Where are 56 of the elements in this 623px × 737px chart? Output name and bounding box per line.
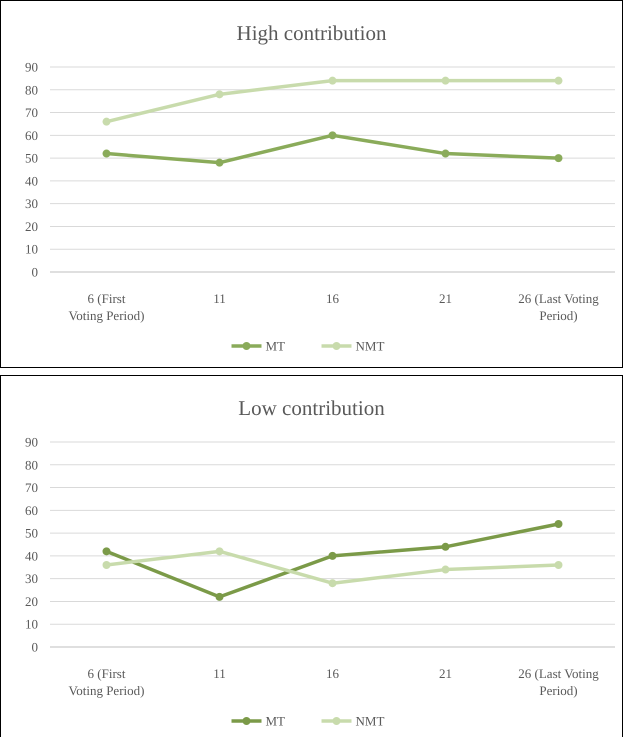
x-tick-label: 6 (First Voting Period) [68, 291, 144, 323]
x-tick-label: 16 [326, 666, 340, 681]
point [328, 131, 336, 140]
point [328, 552, 336, 560]
point [442, 76, 450, 85]
x-tick-label: 26 (Last Voting Period) [518, 666, 600, 698]
legend-label: MT [266, 338, 286, 354]
point [328, 579, 336, 588]
y-tick-label: 40 [25, 548, 38, 564]
x-tick-label: 6 (First Voting Period) [68, 666, 144, 698]
y-tick-label: 70 [25, 105, 38, 120]
y-tick-label: 60 [25, 502, 38, 518]
x-tick-label: 21 [439, 291, 452, 306]
x-tick-label: 11 [213, 666, 226, 681]
x-tick-label: 26 (Last Voting Period) [518, 291, 600, 323]
y-tick-label: 90 [25, 434, 38, 450]
y-tick-label: 60 [25, 128, 38, 143]
y-tick-label: 40 [25, 173, 38, 188]
y-tick-label: 30 [25, 196, 38, 212]
y-tick-label: 90 [25, 60, 38, 74]
y-tick-label: 0 [32, 640, 38, 654]
y-tick-label: 10 [25, 616, 38, 632]
point [554, 154, 562, 162]
y-tick-label: 10 [25, 242, 38, 257]
point [554, 76, 562, 85]
y-tick-label: 70 [25, 480, 38, 496]
legend-label: NMT [356, 338, 384, 354]
point [442, 542, 450, 551]
point [102, 118, 110, 126]
legend-label: MT [266, 714, 286, 728]
point [442, 566, 450, 574]
y-tick-label: 20 [25, 218, 38, 234]
y-tick-label: 80 [25, 82, 38, 98]
point [216, 592, 224, 601]
point [216, 547, 224, 556]
point [442, 150, 450, 158]
point [554, 520, 562, 528]
y-tick-label: 80 [25, 457, 38, 472]
point [216, 158, 224, 167]
y-tick-label: 50 [25, 526, 38, 541]
chart-title: Low contribution [238, 396, 386, 420]
x-tick-label: 16 [326, 291, 340, 306]
y-tick-label: 30 [25, 571, 38, 586]
legend-label: NMT [356, 714, 384, 728]
x-tick-label: 21 [439, 666, 452, 681]
point [554, 561, 562, 569]
x-tick-label: 11 [213, 291, 226, 306]
y-tick-label: 50 [25, 150, 38, 166]
y-tick-label: 20 [25, 594, 38, 609]
chart-title: High contribution [236, 21, 387, 45]
point [216, 90, 224, 98]
point [102, 547, 110, 556]
point [328, 76, 336, 85]
point [102, 150, 110, 158]
point [102, 561, 110, 569]
y-tick-label: 0 [32, 264, 38, 280]
